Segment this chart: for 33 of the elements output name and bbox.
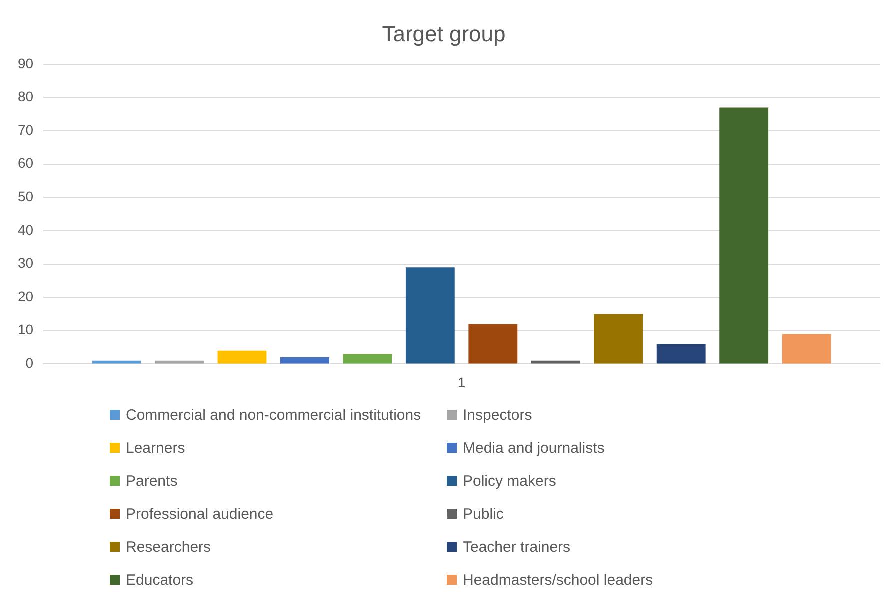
y-tick-label: 50 (18, 188, 34, 205)
legend-label: Learners (126, 440, 186, 456)
legend-label: Inspectors (463, 406, 532, 424)
y-tick-label: 30 (18, 255, 34, 272)
legend-label: Commercial and non-commercial institutions (126, 406, 422, 424)
bar (782, 334, 832, 364)
chart-title: Target group (382, 21, 506, 46)
legend-label: Teacher trainers (463, 538, 571, 556)
bar (406, 268, 455, 364)
y-tick-label: 10 (18, 322, 34, 338)
legend-label: Media and journalists (463, 440, 605, 456)
legend-label: Parents (126, 472, 178, 490)
y-tick-label: 80 (18, 88, 34, 105)
y-tick-label: 40 (18, 222, 34, 238)
bar (343, 354, 392, 364)
y-tick-label: 0 (26, 355, 34, 372)
x-tick-label: 1 (458, 374, 466, 390)
bar (218, 350, 267, 364)
bar (280, 358, 330, 364)
y-tick-label: 20 (18, 288, 34, 304)
bar (656, 344, 706, 364)
legend-label: Headmasters/school leaders (463, 572, 654, 588)
legend-label: Policy makers (463, 472, 556, 490)
legend-label: Educators (126, 572, 194, 588)
bar (720, 108, 769, 364)
y-tick-label: 70 (18, 122, 34, 138)
legend-label: Researchers (126, 538, 212, 556)
legend-label: Public (463, 506, 504, 522)
y-tick-label: 90 (18, 55, 34, 72)
bar (594, 314, 644, 364)
y-tick-label: 60 (18, 155, 34, 172)
legend-label: Professional audience (126, 506, 274, 522)
bar (468, 324, 518, 364)
